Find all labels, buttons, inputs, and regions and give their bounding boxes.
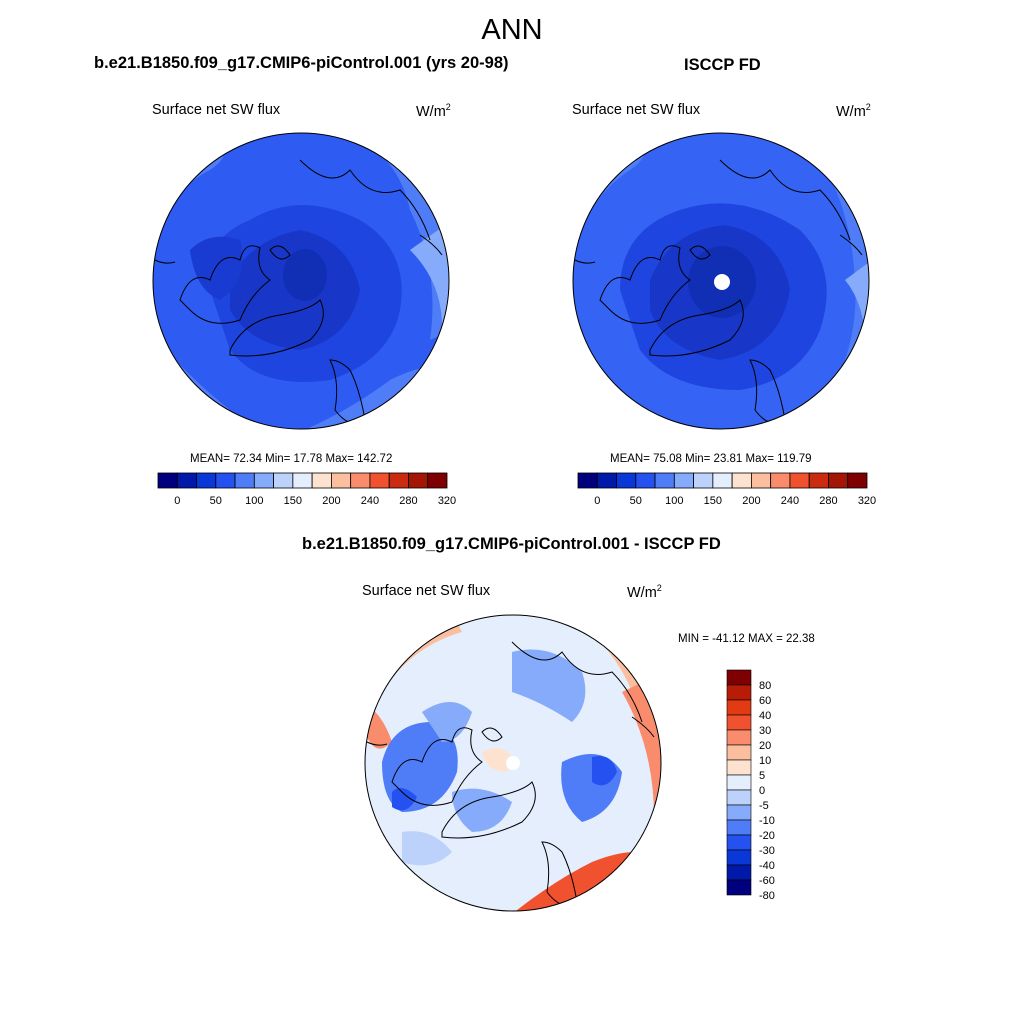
- colorbar-swatch: [726, 669, 752, 686]
- colorbar-swatch: [292, 472, 313, 489]
- missing-data-hole: [714, 274, 730, 290]
- diff-variable-label: Surface net SW flux: [362, 583, 491, 599]
- model-variable-label: Surface net SW flux: [152, 102, 281, 118]
- colorbar-tick-label: 0: [759, 785, 765, 797]
- colorbar-tick-label: 0: [594, 495, 600, 507]
- colorbar-tick-label: 80: [759, 680, 771, 692]
- model-stats: MEAN= 72.34 Min= 17.78 Max= 142.72: [190, 453, 393, 465]
- diff-stats: MIN = -41.12 MAX = 22.38: [678, 633, 815, 645]
- colorbar-tick-label: 60: [759, 695, 771, 707]
- colorbar-tick-label: -10: [759, 815, 775, 827]
- colorbar-tick-label: 50: [210, 495, 222, 507]
- colorbar-tick-label: -5: [759, 800, 769, 812]
- colorbar-swatch: [726, 804, 752, 821]
- colorbar-swatch: [654, 472, 675, 489]
- model-panel-title: b.e21.B1850.f09_g17.CMIP6-piControl.001 …: [94, 54, 509, 72]
- colorbar-swatch: [726, 759, 752, 776]
- colorbar-tick-label: 50: [630, 495, 642, 507]
- model-polar-map: [152, 132, 450, 430]
- colorbar-tick-label: -40: [759, 860, 775, 872]
- obs-units-label: W/m2: [836, 102, 871, 120]
- colorbar-swatch: [577, 472, 598, 489]
- colorbar-swatch: [726, 879, 752, 896]
- colorbar-swatch: [726, 834, 752, 851]
- colorbar-tick-label: 200: [322, 495, 340, 507]
- colorbar-swatch: [196, 472, 217, 489]
- colorbar-tick-label: 10: [759, 755, 771, 767]
- colorbar-swatch: [726, 699, 752, 716]
- colorbar-tick-label: 280: [399, 495, 417, 507]
- colorbar-tick-label: 100: [245, 495, 263, 507]
- colorbar-swatch: [616, 472, 637, 489]
- colorbar-swatch: [726, 789, 752, 806]
- colorbar-tick-label: 240: [781, 495, 799, 507]
- colorbar-swatch: [726, 849, 752, 866]
- colorbar-tick-label: 240: [361, 495, 379, 507]
- colorbar-tick-label: 150: [284, 495, 302, 507]
- colorbar-tick-label: 100: [665, 495, 683, 507]
- colorbar-tick-label: 320: [438, 495, 456, 507]
- model-units-label: W/m2: [416, 102, 451, 120]
- colorbar-tick-label: -30: [759, 845, 775, 857]
- colorbar-swatch: [726, 714, 752, 731]
- colorbar-swatch: [408, 472, 429, 489]
- diff-panel-title: b.e21.B1850.f09_g17.CMIP6-piControl.001 …: [302, 535, 721, 553]
- colorbar-swatch: [808, 472, 829, 489]
- figure-title: ANN: [481, 14, 543, 46]
- colorbar-swatch: [330, 472, 352, 489]
- obs-variable-label: Surface net SW flux: [572, 102, 701, 118]
- colorbar-swatch: [215, 472, 236, 489]
- colorbar-swatch: [693, 472, 714, 489]
- colorbar-tick-label: 40: [759, 710, 771, 722]
- colorbar-tick-label: -60: [759, 875, 775, 887]
- colorbar-swatch: [750, 472, 772, 489]
- colorbar-swatch: [731, 472, 752, 489]
- colorbar-swatch: [726, 864, 752, 881]
- colorbar-tick-label: 5: [759, 770, 765, 782]
- colorbar-swatch: [712, 472, 733, 489]
- colorbar-swatch: [350, 472, 371, 489]
- colorbar-swatch: [635, 472, 656, 489]
- missing-data-hole: [506, 756, 520, 770]
- colorbar-swatch: [369, 472, 390, 489]
- colorbar-swatch: [828, 472, 849, 489]
- colorbar-tick-label: 200: [742, 495, 760, 507]
- colorbar-tick-label: 150: [704, 495, 722, 507]
- colorbar-swatch: [770, 472, 791, 489]
- colorbar-tick-label: 20: [759, 740, 771, 752]
- obs-stats: MEAN= 75.08 Min= 23.81 Max= 119.79: [610, 453, 812, 465]
- colorbar-swatch: [253, 472, 275, 489]
- colorbar-swatch: [789, 472, 810, 489]
- colorbar-swatch: [234, 472, 255, 489]
- colorbar-swatch: [726, 684, 752, 701]
- diff-units-label: W/m2: [627, 583, 662, 601]
- obs-polar-map: [572, 132, 870, 430]
- colorbar-swatch: [726, 774, 752, 791]
- colorbar-swatch: [388, 472, 409, 489]
- colorbar-swatch: [273, 472, 294, 489]
- colorbar-swatch: [726, 819, 752, 836]
- colorbar-tick-label: 320: [858, 495, 876, 507]
- diff-colorbar: 80 60 40 30 20 10 5 0 -5 -10 -20 -30 -40 -60 -80: [726, 669, 775, 902]
- colorbar-tick-label: -80: [759, 890, 775, 902]
- obs-panel-title: ISCCP FD: [684, 56, 761, 74]
- colorbar-tick-label: 280: [819, 495, 837, 507]
- colorbar-swatch: [596, 472, 617, 489]
- colorbar-swatch: [847, 472, 868, 489]
- colorbar-swatch: [726, 729, 752, 746]
- colorbar-swatch: [311, 472, 332, 489]
- colorbar-swatch: [673, 472, 695, 489]
- colorbar-tick-label: 30: [759, 725, 771, 737]
- colorbar-swatch: [157, 472, 178, 489]
- diff-polar-map: [364, 614, 662, 912]
- obs-colorbar: 0 50 100 150 200 240 280 320: [577, 472, 876, 507]
- model-colorbar: 0 50 100 150 200 240 280 320: [157, 472, 456, 507]
- colorbar-swatch: [726, 744, 752, 761]
- colorbar-tick-label: -20: [759, 830, 775, 842]
- colorbar-swatch: [176, 472, 197, 489]
- colorbar-swatch: [427, 472, 448, 489]
- colorbar-tick-label: 0: [174, 495, 180, 507]
